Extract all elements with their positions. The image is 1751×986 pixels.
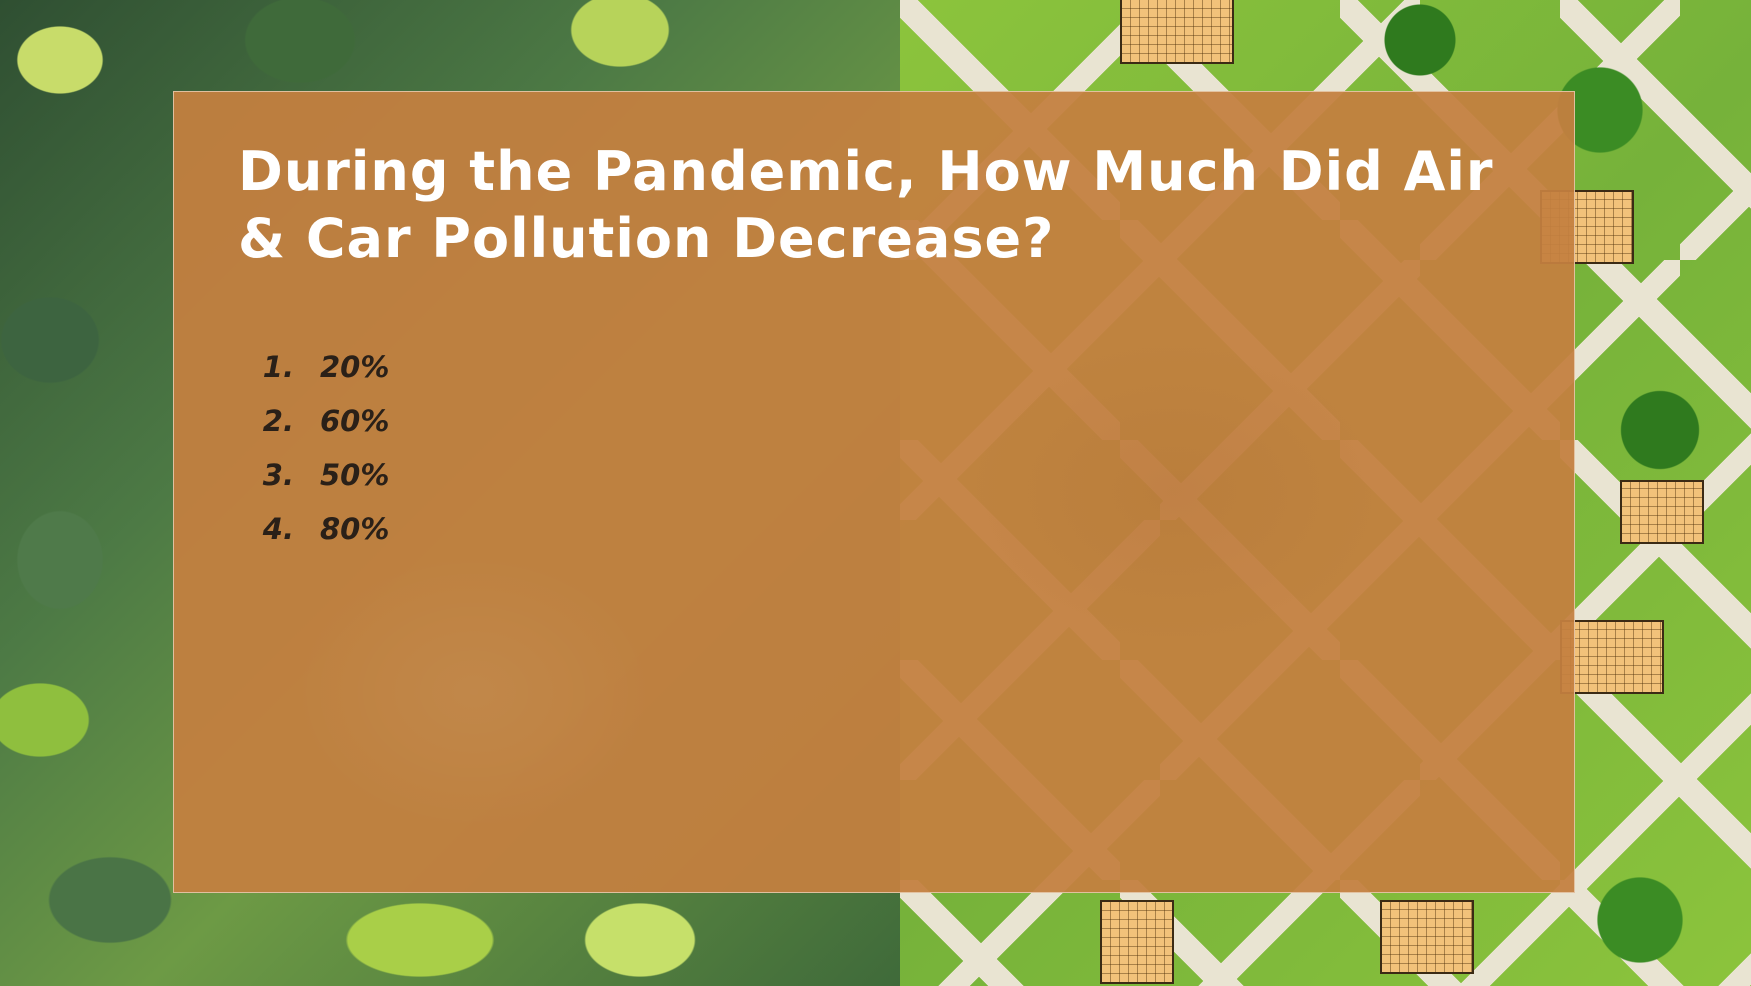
- option-text: 50%: [320, 458, 390, 492]
- answer-option: 1. 20%: [234, 350, 390, 404]
- answer-option: 4. 80%: [234, 512, 390, 566]
- house-plan: [1380, 900, 1474, 974]
- option-number: 2.: [262, 404, 294, 438]
- house-plan: [1100, 900, 1174, 984]
- house-plan: [1120, 0, 1234, 64]
- option-text: 80%: [320, 512, 390, 546]
- slide-title: During the Pandemic, How Much Did Air & …: [238, 140, 1494, 270]
- answer-option: 3. 50%: [234, 458, 390, 512]
- house-plan: [1560, 620, 1664, 694]
- answer-option: 2. 60%: [234, 404, 390, 458]
- option-number: 3.: [262, 458, 294, 492]
- option-number: 4.: [262, 512, 294, 546]
- option-text: 20%: [320, 350, 390, 384]
- house-plan: [1620, 480, 1704, 544]
- content-panel: During the Pandemic, How Much Did Air & …: [173, 91, 1575, 893]
- option-text: 60%: [320, 404, 390, 438]
- option-number: 1.: [262, 350, 294, 384]
- answer-options-list: 1. 20% 2. 60% 3. 50% 4. 80%: [234, 350, 390, 566]
